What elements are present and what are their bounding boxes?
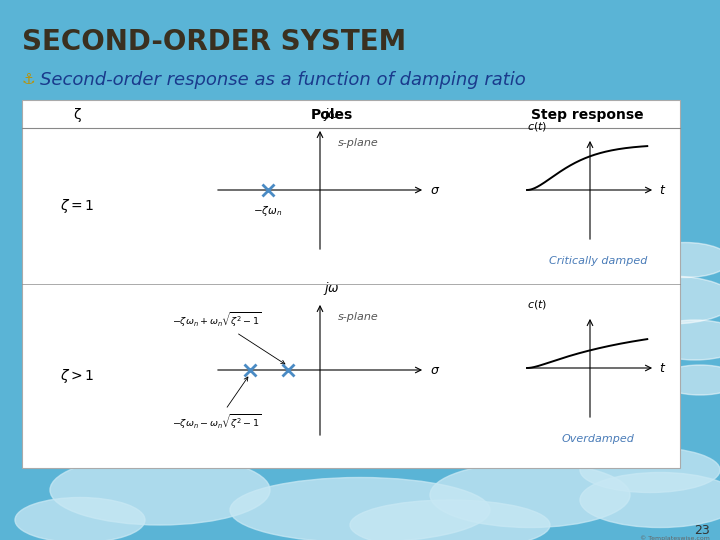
Text: $\sigma$: $\sigma$: [430, 184, 440, 197]
Text: s-plane: s-plane: [338, 312, 379, 322]
Text: $t$: $t$: [659, 361, 666, 375]
Text: s-plane: s-plane: [338, 138, 379, 148]
Ellipse shape: [15, 497, 145, 540]
Text: 23: 23: [694, 523, 710, 537]
Text: $-\zeta\omega_n$: $-\zeta\omega_n$: [253, 204, 282, 218]
Ellipse shape: [660, 365, 720, 395]
Text: © Templateswise.com: © Templateswise.com: [640, 535, 710, 540]
Text: ζ: ζ: [73, 108, 81, 122]
Text: $-\zeta\omega_n-\omega_n\sqrt{\zeta^2-1}$: $-\zeta\omega_n-\omega_n\sqrt{\zeta^2-1}…: [172, 377, 262, 431]
Bar: [22, 100, 680, 468]
Ellipse shape: [350, 500, 550, 540]
Text: $c(t)$: $c(t)$: [527, 120, 547, 133]
Text: Step response: Step response: [531, 108, 643, 122]
Text: $\zeta = 1$: $\zeta = 1$: [60, 197, 94, 215]
Text: SECOND-ORDER SYSTEM: SECOND-ORDER SYSTEM: [22, 28, 406, 56]
Text: $\sigma$: $\sigma$: [430, 363, 440, 376]
Text: ⚓: ⚓: [22, 72, 35, 87]
Ellipse shape: [605, 276, 720, 324]
Text: Second-order response as a function of damping ratio: Second-order response as a function of d…: [40, 71, 526, 89]
Ellipse shape: [430, 462, 630, 528]
Ellipse shape: [640, 242, 720, 278]
Text: $j\omega$: $j\omega$: [323, 106, 340, 123]
Text: Overdamped: Overdamped: [562, 434, 634, 444]
Text: Critically damped: Critically damped: [549, 256, 647, 266]
Text: $c(t)$: $c(t)$: [527, 298, 547, 311]
Ellipse shape: [580, 472, 720, 528]
Ellipse shape: [645, 320, 720, 360]
Ellipse shape: [230, 477, 490, 540]
Text: $\zeta > 1$: $\zeta > 1$: [60, 367, 94, 385]
Text: $-\zeta\omega_n+\omega_n\sqrt{\zeta^2-1}$: $-\zeta\omega_n+\omega_n\sqrt{\zeta^2-1}…: [172, 310, 285, 364]
Ellipse shape: [520, 416, 620, 454]
Text: $t$: $t$: [659, 184, 666, 197]
Ellipse shape: [580, 448, 720, 492]
Text: $j\omega$: $j\omega$: [323, 280, 340, 297]
Ellipse shape: [50, 455, 270, 525]
Text: Poles: Poles: [311, 108, 353, 122]
